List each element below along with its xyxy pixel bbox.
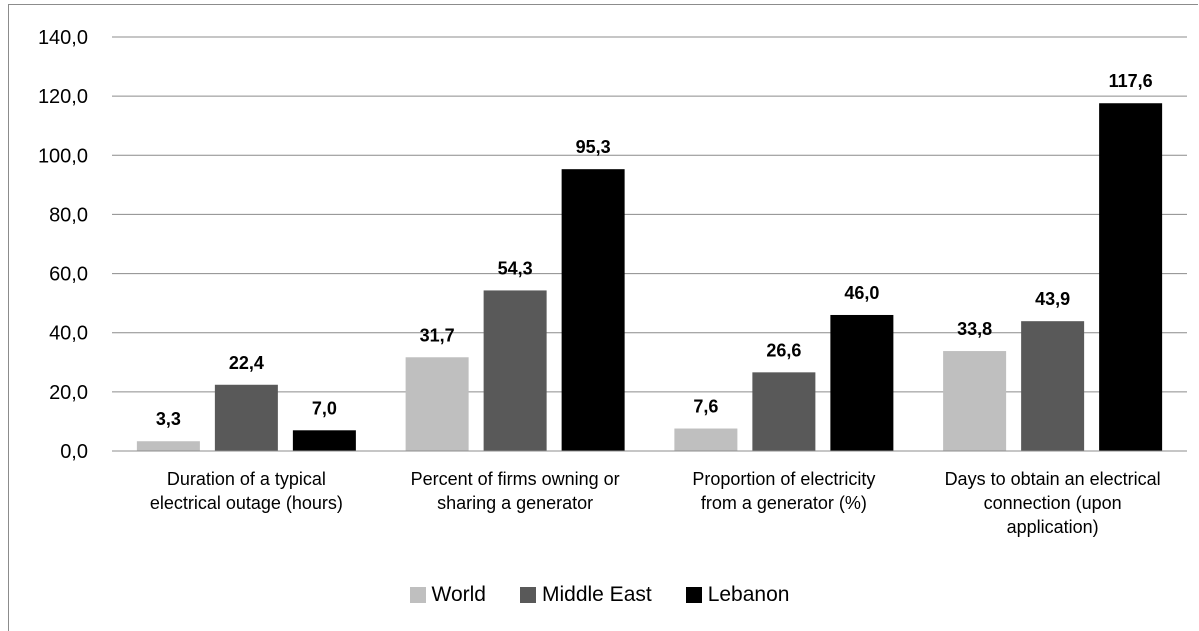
bar-lebanon	[292, 430, 356, 451]
data-label: 7,6	[693, 397, 718, 417]
y-tick-label: 80,0	[49, 204, 88, 226]
bar-lebanon	[1099, 103, 1163, 452]
data-label: 117,6	[1109, 71, 1153, 91]
bar-lebanon	[561, 169, 625, 452]
legend-item-world: World	[409, 583, 486, 607]
data-label: 43,9	[1035, 289, 1070, 309]
data-label: 22,4	[229, 353, 264, 373]
data-label: 46,0	[844, 283, 879, 303]
data-label: 26,6	[766, 340, 801, 360]
y-tick-label: 60,0	[49, 264, 88, 286]
category-label-line: connection (upon	[984, 493, 1122, 513]
legend-item-middle-east: Middle East	[519, 583, 652, 607]
category-label-line: Percent of firms owning or	[411, 469, 620, 489]
category-label-line: Days to obtain an electrical	[945, 469, 1161, 489]
data-label: 54,3	[498, 258, 533, 278]
bar-world	[136, 441, 200, 451]
category-label: Percent of firms owning or sharing a gene…	[411, 469, 620, 513]
y-tick-label: 100,0	[38, 145, 88, 167]
legend-label: World	[431, 583, 486, 606]
bar-middle-east	[1021, 321, 1085, 451]
category-label-line: electrical outage (hours)	[150, 493, 343, 513]
category-label-line: Duration of a typical	[167, 469, 326, 489]
y-tick-label: 40,0	[49, 323, 88, 345]
legend-swatch	[685, 587, 702, 603]
chart-legend: World Middle East Lebanon	[0, 575, 1199, 615]
y-tick-label: 140,0	[38, 27, 88, 49]
category-label-line: from a generator (%)	[701, 493, 867, 513]
bar-lebanon	[830, 314, 894, 451]
bar-middle-east	[752, 372, 816, 451]
legend-item-lebanon: Lebanon	[685, 583, 790, 607]
category-label: Days to obtain an electrical connection (…	[945, 469, 1161, 537]
category-label: Proportion of electricity from a generato…	[692, 469, 875, 513]
y-tick-label: 0,0	[60, 441, 88, 463]
data-label: 95,3	[576, 137, 611, 157]
bar-middle-east	[483, 290, 547, 451]
data-label: 33,8	[957, 319, 992, 339]
data-label: 3,3	[156, 409, 181, 429]
y-tick-label: 20,0	[49, 382, 88, 404]
bar-middle-east	[214, 384, 278, 451]
bar-world	[405, 357, 469, 451]
bar-world	[943, 351, 1007, 451]
category-label-line: application)	[1007, 517, 1099, 537]
category-label-line: sharing a generator	[437, 493, 593, 513]
bar-world	[674, 428, 738, 451]
legend-swatch	[409, 587, 426, 603]
data-label: 31,7	[420, 325, 455, 345]
data-label: 7,0	[312, 398, 337, 418]
legend-label: Lebanon	[707, 583, 790, 606]
category-label-line: Proportion of electricity	[692, 469, 875, 489]
category-label: Duration of a typical electrical outage (…	[150, 469, 343, 513]
y-tick-label: 120,0	[38, 86, 88, 108]
legend-label: Middle East	[541, 583, 652, 606]
legend-swatch	[519, 587, 536, 603]
